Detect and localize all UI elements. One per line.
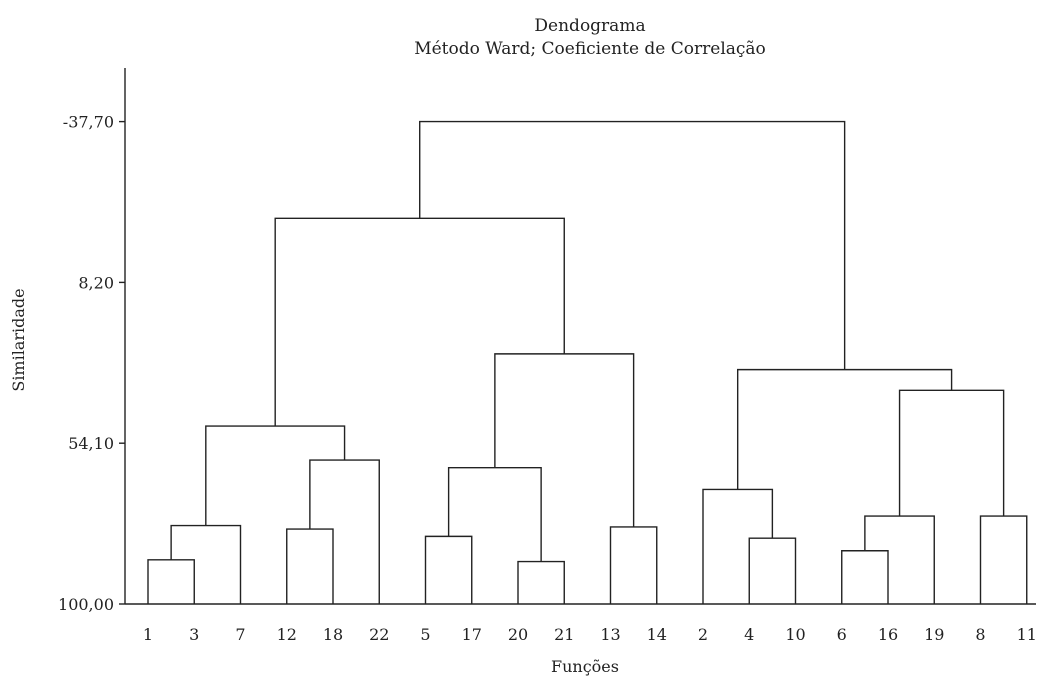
- x-tick-label: 13: [600, 625, 620, 644]
- y-tick-label: 54,10: [68, 434, 114, 453]
- axes: [124, 68, 1036, 605]
- x-tick-label: 16: [878, 625, 898, 644]
- x-tick-label: 17: [462, 625, 482, 644]
- dendrogram-links: [147, 120, 1028, 604]
- x-tick-label: 7: [235, 625, 245, 644]
- dendrogram-link-m3: [286, 528, 334, 604]
- x-axis-label: Funções: [551, 657, 619, 676]
- y-tick-label: 100,00: [58, 595, 114, 614]
- x-tick-label: 6: [837, 625, 847, 644]
- x-tick-label: 19: [924, 625, 944, 644]
- dendrogram-link-m18: [736, 368, 953, 490]
- dendrogram-link-m15: [864, 515, 935, 604]
- x-tick-label: 2: [698, 625, 708, 644]
- dendrogram-link-m17: [898, 389, 1005, 517]
- x-tick-label: 22: [369, 625, 389, 644]
- dendrogram-link-m10: [494, 353, 635, 527]
- dendrogram-link-m4: [309, 459, 380, 604]
- dendrogram-link-m12: [748, 537, 797, 604]
- y-tick-label: 8,20: [78, 273, 114, 292]
- dendrogram-link-m9: [609, 526, 658, 604]
- dendrogram-link-m6: [424, 535, 473, 604]
- dendrogram-link-m19: [419, 120, 846, 370]
- x-tick-label: 5: [420, 625, 430, 644]
- x-tick-label: 11: [1017, 625, 1037, 644]
- x-tick-label: 1: [143, 625, 153, 644]
- y-ticks: -37,70 8,20 54,10 100,00: [58, 113, 125, 614]
- x-tick-label: 4: [744, 625, 754, 644]
- dendrogram-link-m2: [170, 524, 242, 604]
- chart-subtitle: Método Ward; Coeficiente de Correlação: [414, 39, 766, 59]
- x-tick-label: 12: [277, 625, 297, 644]
- x-tick-label: 20: [508, 625, 528, 644]
- x-tick-label: 14: [647, 625, 667, 644]
- y-axis-label: Similaridade: [9, 288, 28, 391]
- y-tick-label: -37,70: [63, 113, 114, 132]
- x-tick-label: 3: [189, 625, 199, 644]
- x-tick-label: 10: [785, 625, 805, 644]
- x-tick-label: 18: [323, 625, 343, 644]
- dendrogram-link-m5: [205, 425, 346, 526]
- dendrogram-link-m14: [841, 550, 889, 604]
- chart-title: Dendograma: [534, 16, 646, 36]
- x-tick-labels: 1 3 7 12 18 22 5 17 20 21 13 14 2 4 10 6 16 19 8 11: [143, 625, 1037, 644]
- dendrogram-link-m1: [147, 559, 195, 604]
- dendrogram-link-m7: [517, 560, 565, 604]
- x-tick-label: 8: [975, 625, 985, 644]
- dendrogram-link-m16: [979, 515, 1028, 604]
- dendrogram-link-m11: [274, 217, 565, 427]
- dendrogram-link-m13: [702, 488, 774, 604]
- x-tick-label: 21: [554, 625, 574, 644]
- dendrogram-link-m8: [447, 467, 542, 562]
